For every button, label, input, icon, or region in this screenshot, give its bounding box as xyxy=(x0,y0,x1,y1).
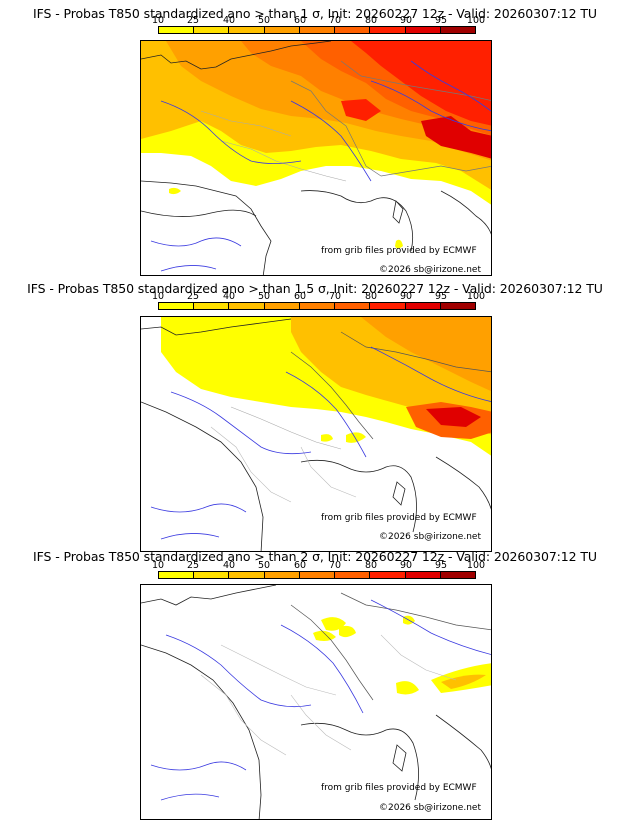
colorbar-label: 10 xyxy=(151,15,165,26)
colorbar-swatch xyxy=(159,303,195,309)
colorbar-label: 40 xyxy=(222,291,236,302)
panel-title: IFS - Probas T850 standardized ano > tha… xyxy=(27,281,603,296)
colorbar-label: 100 xyxy=(466,560,486,571)
colorbar-swatch xyxy=(264,572,300,578)
colorbar-label: 50 xyxy=(257,291,271,302)
panel-3: IFS - Probas T850 standardized ano > tha… xyxy=(0,549,630,828)
colorbar-label: 70 xyxy=(328,15,342,26)
credit-copyright: ©2026 sb@irizone.net xyxy=(379,532,481,542)
colorbar-label: 40 xyxy=(222,560,236,571)
colorbar-swatch xyxy=(159,572,195,578)
colorbar-swatch xyxy=(335,572,371,578)
colorbar-swatch xyxy=(299,27,336,33)
colorbar-label: 60 xyxy=(293,560,307,571)
colorbar-labels: 10 25 40 50 60 70 80 90 95 100 xyxy=(140,560,500,572)
colorbar xyxy=(158,26,476,34)
colorbar-label: 70 xyxy=(328,560,342,571)
colorbar-label: 25 xyxy=(186,560,200,571)
colorbar-swatch xyxy=(159,27,195,33)
colorbar-swatch xyxy=(335,303,371,309)
colorbar-swatch xyxy=(370,572,406,578)
colorbar-label: 50 xyxy=(257,15,271,26)
credit-copyright: ©2026 sb@irizone.net xyxy=(379,265,481,275)
colorbar-label: 90 xyxy=(399,560,413,571)
colorbar-swatch xyxy=(299,572,336,578)
colorbar-label: 25 xyxy=(186,291,200,302)
colorbar-label: 80 xyxy=(364,15,378,26)
colorbar-swatch xyxy=(264,303,300,309)
colorbar-label: 80 xyxy=(364,291,378,302)
colorbar-label: 25 xyxy=(186,15,200,26)
colorbar-label: 95 xyxy=(434,15,448,26)
panel-title: IFS - Probas T850 standardized ano > tha… xyxy=(33,549,597,564)
colorbar-label: 100 xyxy=(466,15,486,26)
colorbar-label: 10 xyxy=(151,291,165,302)
colorbar-label: 60 xyxy=(293,291,307,302)
colorbar-label: 50 xyxy=(257,560,271,571)
colorbar-swatch xyxy=(229,572,265,578)
colorbar-swatch xyxy=(440,572,475,578)
panel-1: IFS - Probas T850 standardized ano > tha… xyxy=(0,0,630,276)
colorbar-swatch xyxy=(194,572,230,578)
colorbar-swatch xyxy=(335,27,371,33)
colorbar-label: 40 xyxy=(222,15,236,26)
colorbar-label: 80 xyxy=(364,560,378,571)
credit-copyright: ©2026 sb@irizone.net xyxy=(379,803,481,813)
colorbar-swatch xyxy=(405,303,441,309)
colorbar-label: 100 xyxy=(466,291,486,302)
probability-map-2sigma: from grib files provided by ECMWF ©2026 … xyxy=(140,584,492,820)
colorbar-swatch xyxy=(194,303,230,309)
colorbar-swatch xyxy=(299,303,336,309)
colorbar-swatch xyxy=(405,572,441,578)
probability-map-1-5sigma: from grib files provided by ECMWF ©2026 … xyxy=(140,316,492,552)
colorbar-label: 10 xyxy=(151,560,165,571)
colorbar-labels: 10 25 40 50 60 70 80 90 95 100 xyxy=(140,291,500,303)
credit-source: from grib files provided by ECMWF xyxy=(321,513,477,523)
credit-source: from grib files provided by ECMWF xyxy=(321,246,477,256)
colorbar-label: 60 xyxy=(293,15,307,26)
colorbar-swatch xyxy=(264,27,300,33)
colorbar-swatch xyxy=(370,303,406,309)
colorbar-swatch xyxy=(229,303,265,309)
colorbar-label: 90 xyxy=(399,15,413,26)
probability-map-1sigma: from grib files provided by ECMWF ©2026 … xyxy=(140,40,492,276)
colorbar-swatch xyxy=(194,27,230,33)
colorbar-swatch xyxy=(440,27,475,33)
colorbar-swatch xyxy=(229,27,265,33)
colorbar-label: 95 xyxy=(434,560,448,571)
panel-2: IFS - Probas T850 standardized ano > tha… xyxy=(0,276,630,552)
credit-source: from grib files provided by ECMWF xyxy=(321,783,477,793)
colorbar xyxy=(158,302,476,310)
colorbar-swatch xyxy=(440,303,475,309)
colorbar-swatch xyxy=(370,27,406,33)
panel-title: IFS - Probas T850 standardized ano > tha… xyxy=(33,6,597,21)
colorbar-swatch xyxy=(405,27,441,33)
colorbar-label: 95 xyxy=(434,291,448,302)
colorbar-labels: 10 25 40 50 60 70 80 90 95 100 xyxy=(140,15,500,27)
colorbar-label: 90 xyxy=(399,291,413,302)
colorbar-label: 70 xyxy=(328,291,342,302)
colorbar xyxy=(158,571,476,579)
